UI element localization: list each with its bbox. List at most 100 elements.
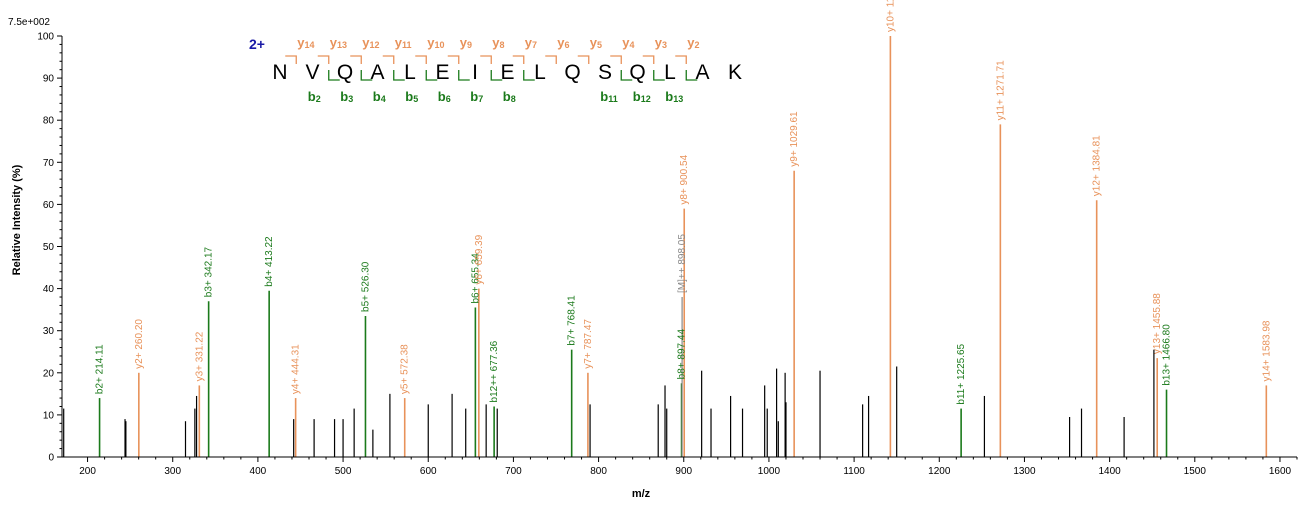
sequence-residue: V [305, 61, 319, 84]
peak-label: b12++ 677.36 [489, 340, 500, 402]
sequence-residue: I [472, 61, 478, 84]
x-tick-label: 800 [590, 466, 607, 477]
y-tick-label: 80 [43, 116, 55, 127]
y-ion-bracket [382, 55, 395, 64]
y-ion-number: 5 [597, 40, 602, 50]
b-ion-marker: b5 [405, 89, 418, 104]
y-tick-label: 10 [43, 410, 55, 421]
y-tick-label: 30 [43, 326, 55, 337]
intensity-scale-label: 7.5e+002 [8, 17, 50, 28]
sequence-residue: L [404, 61, 416, 84]
x-tick-label: 1000 [758, 466, 781, 477]
peak-label: b4+ 413.22 [264, 236, 275, 287]
x-tick-label: 500 [335, 466, 352, 477]
peak-label: y5+ 572.38 [400, 344, 411, 394]
b-ion-marker: b11 [600, 89, 617, 104]
peak-label: [M]++ 898.05 [677, 234, 688, 293]
peak-label: y7+ 787.47 [583, 319, 594, 369]
b-ion-bracket [490, 70, 503, 81]
peak-labels: b2+ 214.11 y2+ 260.20 y3+ 331.22 b3+ 342.17… [95, 0, 1273, 405]
x-tick-label: 300 [164, 466, 181, 477]
y-ion-marker: y4 [622, 35, 634, 50]
b-ion-marker: b2 [308, 89, 321, 104]
sequence-residue: Q [337, 61, 353, 84]
peak-label: y3+ 331.22 [194, 331, 205, 381]
x-tick-label: 600 [420, 466, 437, 477]
y-ion-bracket [512, 55, 525, 64]
peak-label: b3+ 342.17 [204, 246, 215, 297]
y-ion-marker: y11 [395, 35, 412, 50]
x-tick-label: 1400 [1098, 466, 1121, 477]
b-ion-bracket [653, 70, 665, 81]
x-tick-label: 700 [505, 466, 522, 477]
y-ion-number: 4 [629, 40, 634, 50]
y-ion-number: 3 [662, 40, 667, 50]
x-axis-title: m/z [632, 488, 651, 500]
b-ion-number: 6 [446, 94, 451, 104]
y-tick-label: 20 [43, 368, 55, 379]
peak-label: b6+ 655.34 [470, 253, 481, 304]
b-ion-number: 7 [478, 94, 483, 104]
peak-label: b7+ 768.41 [567, 295, 578, 346]
peak-label: b2+ 214.11 [95, 344, 106, 394]
b-ion-number: 11 [608, 94, 618, 104]
sequence-residue: Q [564, 61, 580, 84]
y-ion-number: 2 [694, 40, 699, 50]
b-ion-number: 8 [511, 94, 516, 104]
y-ion-marker: y9 [460, 35, 472, 50]
y-ion-marker: y12 [362, 35, 379, 50]
charge-state: 2+ [249, 36, 265, 52]
b-ion-number: 4 [381, 94, 386, 104]
y-ion-marker: y5 [590, 35, 602, 50]
b-ion-marker: b12 [633, 89, 651, 104]
y-ion-number: 9 [467, 40, 472, 50]
b-ion-number: 5 [413, 94, 418, 104]
y-ion-marker: y14 [297, 35, 314, 50]
x-tick-label: 400 [250, 466, 267, 477]
y-ion-marker: y10 [427, 35, 444, 50]
y-ion-marker: y13 [330, 35, 347, 50]
peak-label: b13+ 1466.80 [1162, 324, 1173, 386]
peak-label: y10+ 1142.6 [885, 0, 896, 32]
peak-label: y2+ 260.20 [134, 319, 145, 369]
b-ion-marker: b6 [438, 89, 451, 104]
y-ion-bracket [480, 55, 492, 64]
y-ion-number: 10 [434, 40, 444, 50]
peaks [63, 36, 1268, 457]
peak-label: y12+ 1384.81 [1092, 135, 1103, 196]
y-ion-number: 6 [564, 40, 569, 50]
sequence-residue: A [695, 61, 709, 84]
b-ion-number: 12 [641, 94, 651, 104]
x-tick-label: 900 [675, 466, 692, 477]
y-ion-bracket [350, 55, 362, 64]
y-ion-bracket [545, 55, 557, 64]
y-ion-bracket [285, 55, 297, 64]
y-ion-number: 14 [304, 40, 314, 50]
y-tick-label: 70 [43, 158, 55, 169]
y-ion-bracket [610, 55, 622, 64]
x-tick-label: 1300 [1013, 466, 1036, 477]
b-ion-bracket [523, 70, 535, 81]
b-ion-number: 13 [673, 94, 683, 104]
y-tick-label: 60 [43, 200, 55, 211]
sequence-residue: E [435, 61, 449, 84]
y-ion-marker: y3 [655, 35, 667, 50]
y-tick-label: 100 [37, 32, 54, 43]
sequence-residue: L [664, 61, 676, 84]
b-ion-bracket [425, 70, 438, 81]
y-ion-bracket [642, 55, 655, 64]
b-ion-marker: b7 [470, 89, 483, 104]
y-ion-marker: y2 [687, 35, 699, 50]
sequence-residue: N [272, 61, 287, 84]
x-tick-label: 1600 [1269, 466, 1292, 477]
peak-label: y13+ 1455.88 [1152, 293, 1163, 354]
x-tick-label: 1500 [1184, 466, 1207, 477]
peak-label: y9+ 1029.61 [789, 111, 800, 167]
y-ion-number: 13 [337, 40, 347, 50]
b-ion-marker: b3 [340, 89, 353, 104]
peak-label: y14+ 1583.98 [1261, 320, 1272, 381]
y-ion-number: 8 [499, 40, 504, 50]
peak-label: b5+ 526.30 [360, 261, 371, 312]
y-tick-label: 90 [43, 74, 55, 85]
y-ion-number: 11 [402, 40, 412, 50]
